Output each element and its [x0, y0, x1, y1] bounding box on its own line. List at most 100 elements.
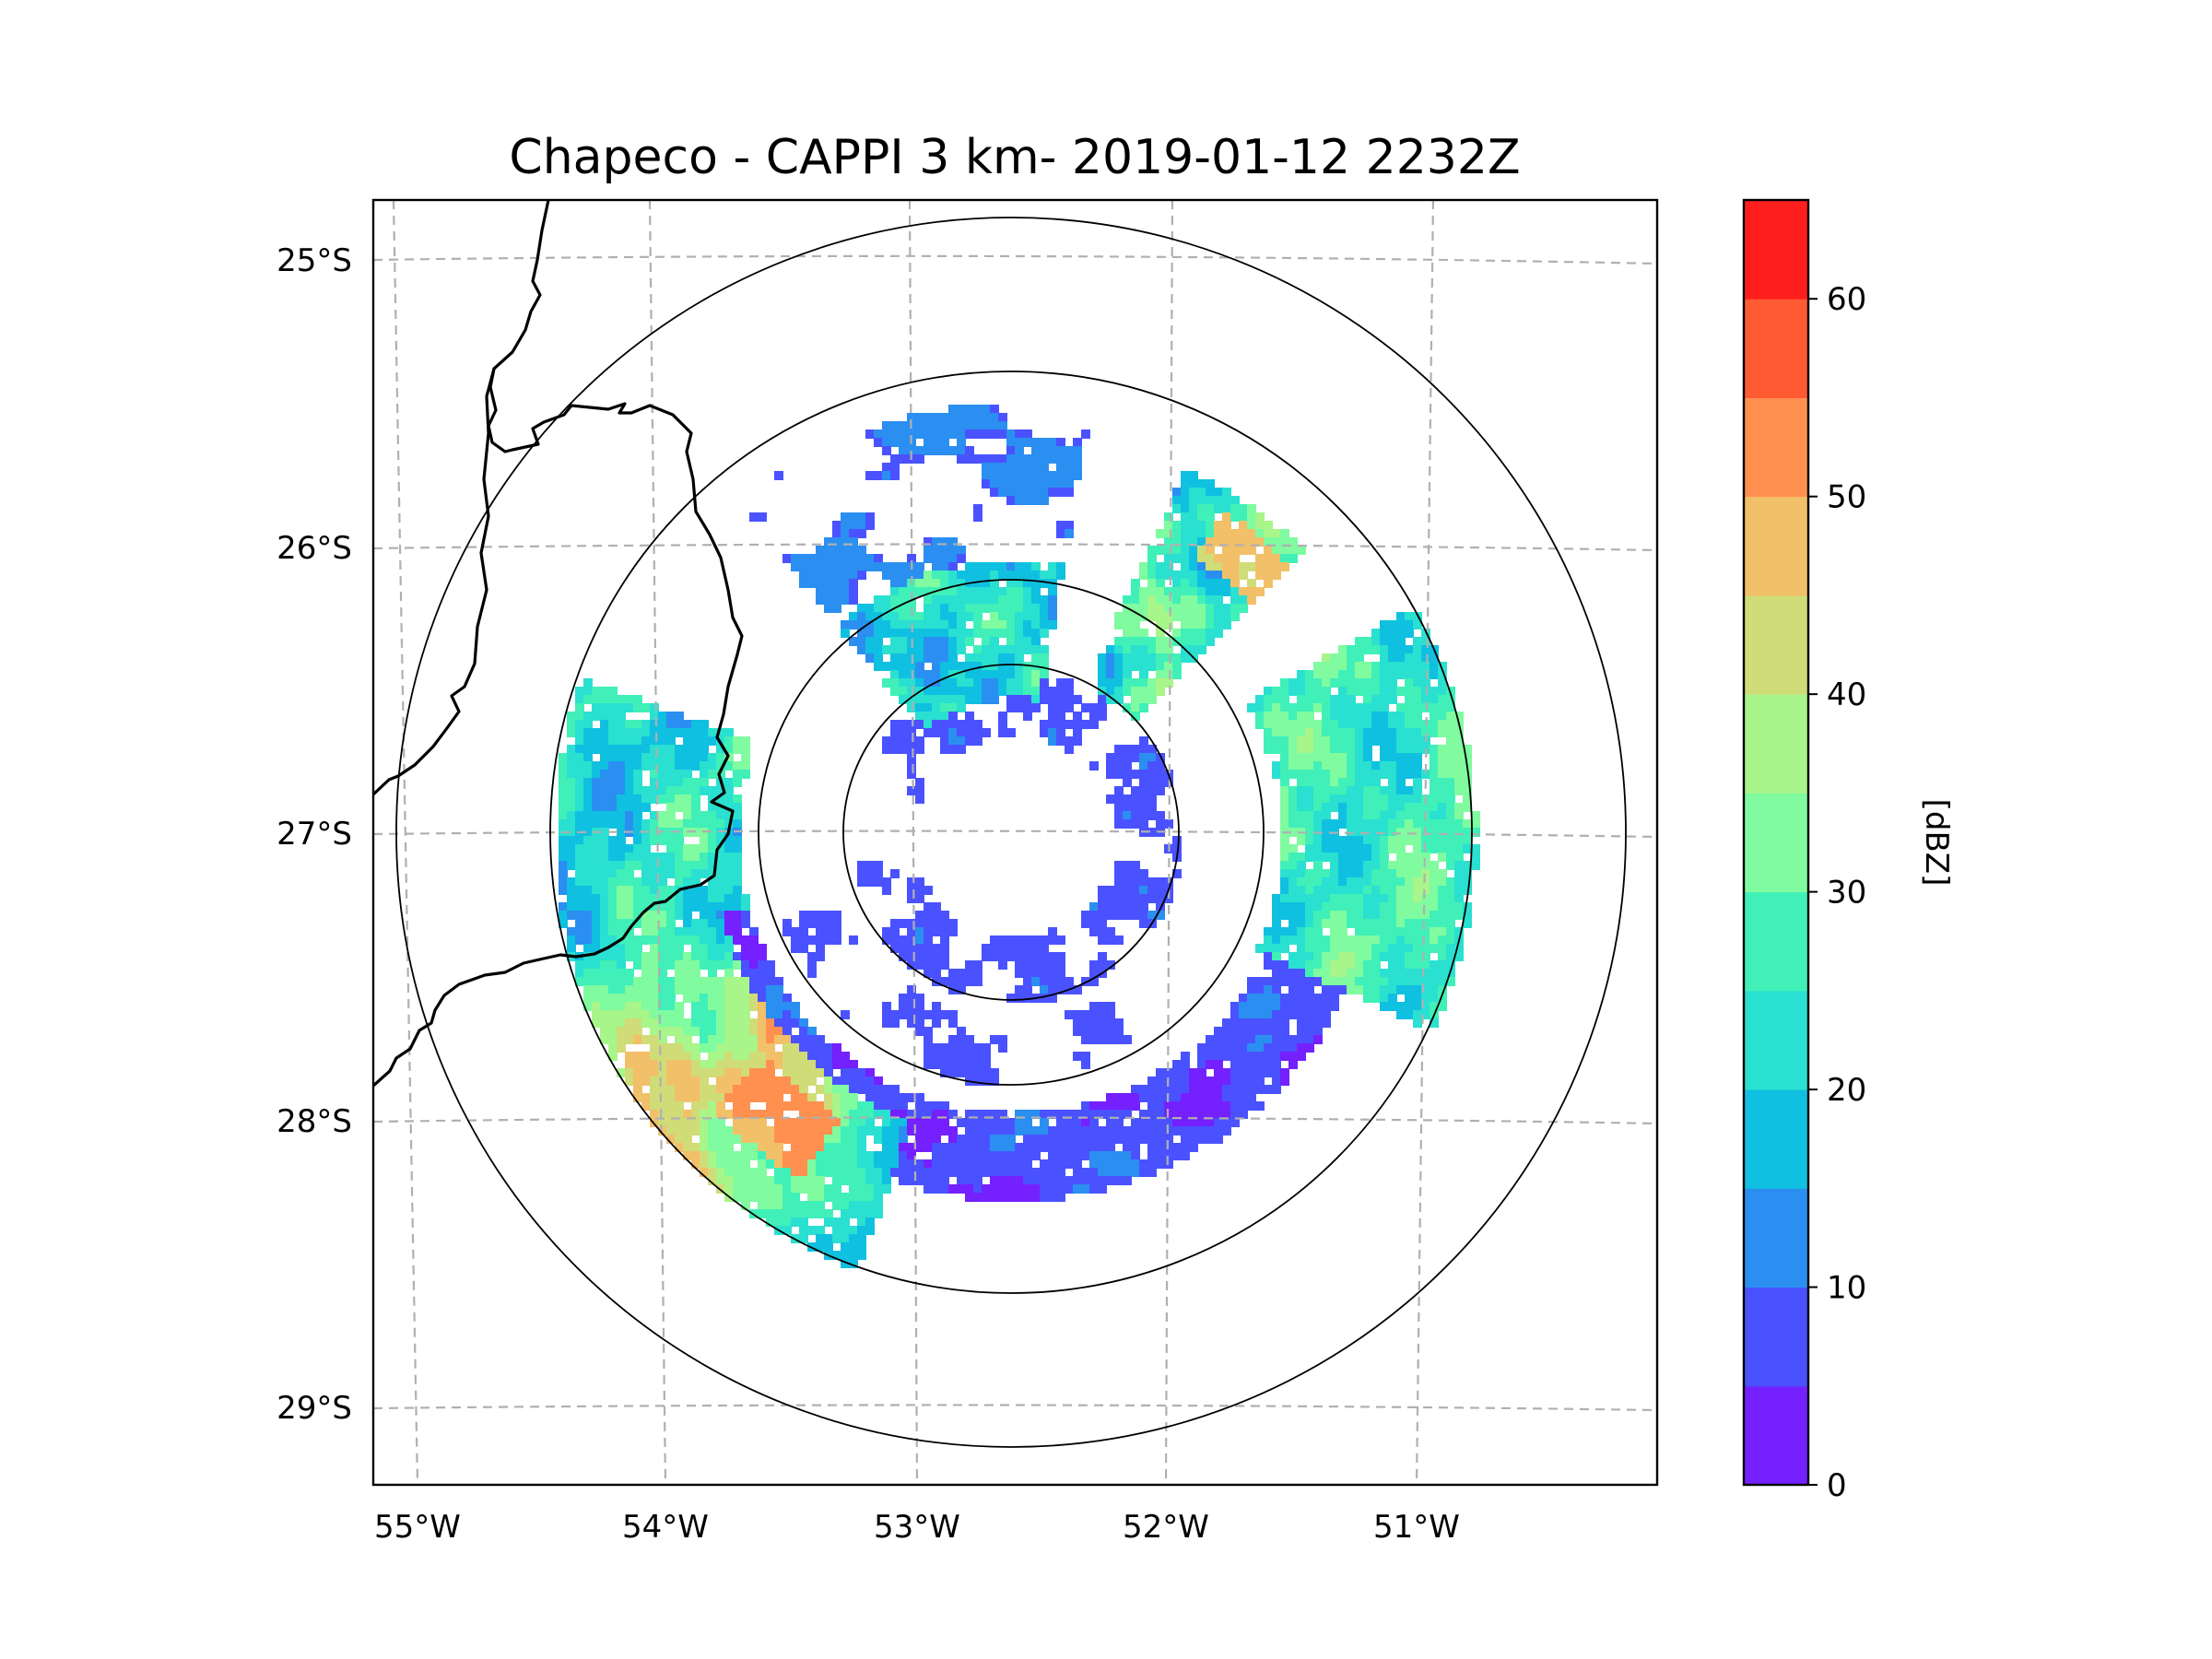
echo-pixel	[1297, 745, 1306, 754]
echo-pixel	[1040, 620, 1049, 629]
echo-pixel	[625, 911, 634, 920]
echo-pixel	[1438, 794, 1447, 804]
echo-pixel	[1338, 819, 1347, 829]
echo-pixel	[791, 1010, 800, 1019]
echo-pixel	[1338, 736, 1347, 746]
echo-pixel	[625, 1060, 634, 1069]
echo-pixel	[1040, 720, 1049, 729]
echo-pixel	[1106, 902, 1115, 912]
echo-pixel	[932, 952, 941, 961]
echo-pixel	[791, 1060, 800, 1069]
echo-pixel	[890, 1143, 900, 1152]
echo-pixel	[1363, 844, 1372, 853]
echo-pixel	[666, 853, 676, 862]
echo-pixel	[998, 935, 1007, 945]
echo-pixel	[1338, 662, 1347, 671]
echo-pixel	[857, 554, 866, 563]
echo-pixel	[907, 728, 916, 737]
echo-pixel	[1371, 778, 1381, 787]
echo-pixel	[1247, 1035, 1256, 1044]
echo-pixel	[924, 1010, 933, 1019]
colorbar-tick-label: 20	[1827, 1072, 1866, 1109]
echo-pixel	[1438, 695, 1447, 704]
echo-pixel	[1363, 687, 1372, 696]
echo-pixel	[1031, 479, 1041, 488]
echo-pixel	[865, 1226, 875, 1235]
echo-pixel	[1446, 952, 1455, 961]
echo-pixel	[724, 1093, 734, 1102]
echo-pixel	[1371, 811, 1381, 820]
echo-pixel	[1123, 770, 1132, 779]
echo-pixel	[592, 778, 601, 787]
echo-pixel	[990, 587, 999, 596]
echo-pixel	[1172, 629, 1182, 638]
echo-pixel	[890, 678, 900, 688]
echo-pixel	[957, 620, 966, 629]
echo-pixel	[567, 770, 576, 779]
echo-pixel	[1355, 911, 1364, 920]
echo-pixel	[658, 1068, 667, 1077]
echo-pixel	[1247, 504, 1256, 513]
echo-pixel	[758, 1060, 767, 1069]
echo-pixel	[940, 653, 949, 663]
echo-pixel	[782, 1010, 792, 1019]
echo-pixel	[1430, 745, 1439, 754]
echo-pixel	[700, 935, 709, 945]
echo-pixel	[1073, 1010, 1082, 1019]
echo-pixel	[1305, 786, 1314, 795]
echo-pixel	[824, 1159, 833, 1169]
echo-pixel	[940, 438, 949, 447]
echo-pixel	[799, 1201, 808, 1210]
echo-pixel	[617, 1043, 626, 1053]
echo-pixel	[1405, 695, 1414, 704]
echo-pixel	[666, 786, 676, 795]
echo-pixel	[915, 952, 924, 961]
echo-pixel	[890, 728, 900, 737]
echo-pixel	[915, 1135, 924, 1144]
echo-pixel	[1322, 869, 1331, 878]
echo-pixel	[1214, 595, 1223, 605]
echo-pixel	[1048, 1193, 1057, 1202]
echo-pixel	[1313, 844, 1323, 853]
echo-pixel	[675, 753, 684, 762]
echo-pixel	[1197, 1052, 1206, 1061]
colorbar-band	[1744, 990, 1808, 1090]
echo-pixel	[708, 819, 717, 829]
echo-pixel	[1015, 438, 1024, 447]
echo-pixel	[733, 894, 742, 903]
echo-pixel	[1131, 703, 1140, 712]
echo-pixel	[650, 770, 659, 779]
echo-pixel	[1056, 1168, 1065, 1177]
echo-pixel	[1089, 911, 1099, 920]
echo-pixel	[998, 1143, 1007, 1152]
echo-pixel	[1156, 894, 1165, 903]
echo-pixel	[741, 1101, 750, 1111]
echo-pixel	[799, 1218, 808, 1227]
echo-pixel	[1131, 869, 1140, 878]
echo-pixel	[575, 819, 584, 829]
echo-pixel	[932, 629, 941, 638]
echo-pixel	[608, 712, 618, 721]
echo-pixel	[724, 1159, 734, 1169]
echo-pixel	[741, 1002, 750, 1011]
echo-pixel	[841, 512, 850, 522]
echo-pixel	[890, 629, 900, 638]
echo-pixel	[1313, 720, 1323, 729]
echo-pixel	[1413, 645, 1422, 654]
echo-pixel	[1280, 753, 1289, 762]
echo-pixel	[907, 927, 916, 936]
echo-pixel	[666, 778, 676, 787]
echo-pixel	[592, 745, 601, 754]
echo-pixel	[799, 944, 808, 953]
echo-pixel	[1206, 1118, 1215, 1127]
echo-pixel	[1264, 546, 1273, 555]
echo-pixel	[708, 919, 717, 928]
echo-pixel	[1131, 712, 1140, 721]
echo-pixel	[1330, 844, 1339, 853]
echo-pixel	[1380, 935, 1389, 945]
echo-pixel	[899, 720, 908, 729]
echo-pixel	[1139, 653, 1148, 663]
echo-pixel	[683, 736, 692, 746]
echo-pixel	[559, 836, 568, 845]
echo-pixel	[650, 720, 659, 729]
